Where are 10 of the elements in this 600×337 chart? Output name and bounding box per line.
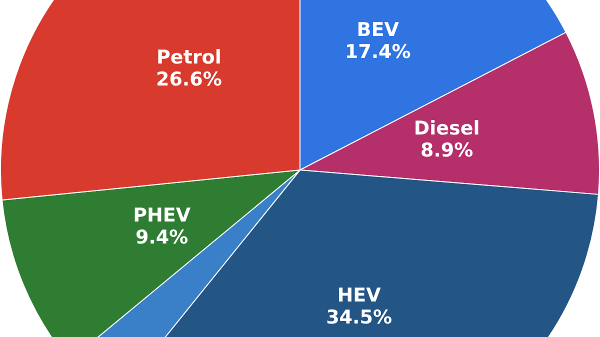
slice-label: Petrol: [156, 46, 222, 68]
slice-label: BEV: [356, 19, 400, 42]
data-label: 34.5%: [326, 306, 392, 329]
data-label: 9.4%: [135, 226, 188, 249]
data-label: 17.4%: [344, 41, 411, 64]
slice-label: Diesel: [414, 117, 480, 140]
data-label: 26.6%: [156, 68, 222, 90]
slice-label: HEV: [337, 284, 382, 307]
slice-label: PHEV: [133, 204, 191, 227]
data-label: 8.9%: [420, 139, 474, 162]
